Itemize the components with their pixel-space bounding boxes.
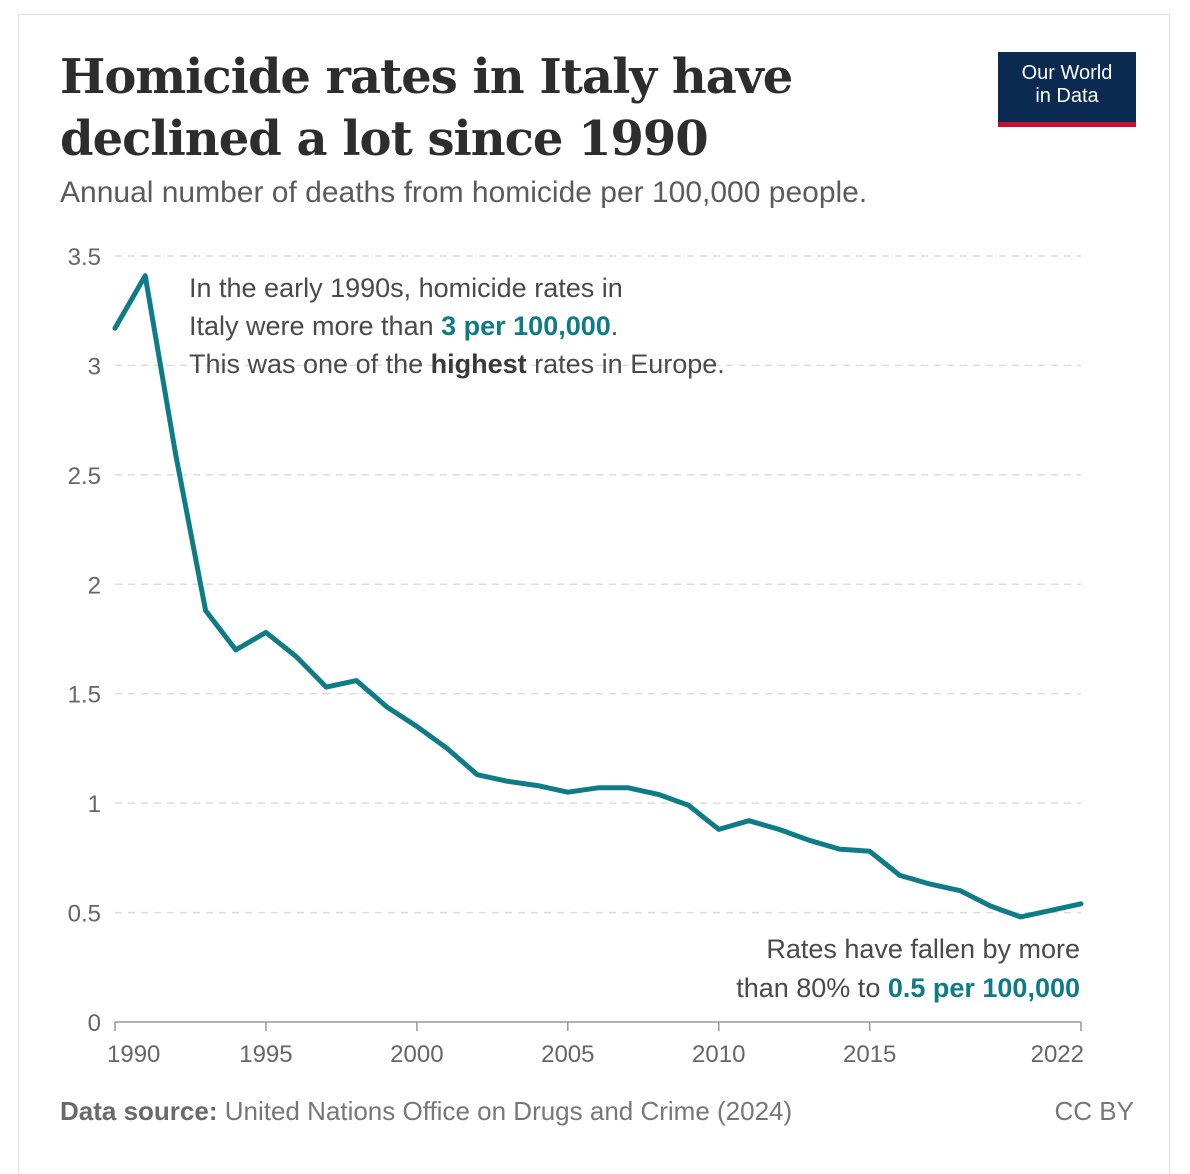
annotation-top-line-3-text: This was one of the <box>189 349 431 379</box>
y-tick-label: 3.5 <box>68 244 101 271</box>
chart-title: Homicide rates in Italy have declined a … <box>60 49 793 167</box>
annotation-top-line-3-end: rates in Europe. <box>527 349 725 379</box>
y-tick-label: 0 <box>88 1010 101 1037</box>
annotation-top-line-1-text: In the early 1990s, homicide rates in <box>189 273 623 303</box>
owid-logo[interactable]: Our World in Data <box>998 52 1136 127</box>
annotation-bottom-line-1: Rates have fallen by more <box>766 934 1080 964</box>
annotation-bottom-highlight: 0.5 per 100,000 <box>888 973 1080 1003</box>
x-tick-label: 2000 <box>390 1041 443 1068</box>
series-line-italy[interactable] <box>112 273 1084 920</box>
x-tick-label: 1990 <box>107 1041 160 1068</box>
annotation-top-bold: highest <box>431 349 527 379</box>
annotation-bottom-line-2-text: than 80% to <box>736 973 888 1003</box>
x-tick-label: 2010 <box>692 1041 745 1068</box>
y-tick-label: 3 <box>88 353 101 380</box>
annotation-top-line-3: This was one of the highest rates in Eur… <box>189 349 725 379</box>
y-tick-label: 1 <box>88 791 101 818</box>
x-tick-label: 2005 <box>541 1041 594 1068</box>
data-source-text[interactable]: United Nations Office on Drugs and Crime… <box>217 1096 793 1126</box>
x-tick-label: 1995 <box>239 1041 292 1068</box>
data-source-label: Data source: <box>60 1096 218 1126</box>
chart-card <box>18 14 1170 1174</box>
annotation-bottom-line-2: than 80% to 0.5 per 100,000 <box>736 973 1080 1003</box>
annotation-bottom-line-1-text: Rates have fallen by more <box>766 934 1080 964</box>
data-source: Data source: United Nations Office on Dr… <box>60 1096 792 1127</box>
chart-subtitle: Annual number of deaths from homicide pe… <box>60 176 868 209</box>
annotation-top-highlight: 3 per 100,000 <box>441 311 611 341</box>
logo-line-1: Our World <box>1021 62 1113 84</box>
y-tick-label: 0.5 <box>68 901 101 928</box>
logo-line-2: in Data <box>1035 85 1099 107</box>
x-tick-label: 2022 <box>1031 1041 1084 1068</box>
license-label[interactable]: CC BY <box>1054 1096 1134 1126</box>
y-tick-label: 1.5 <box>68 682 101 709</box>
annotation-top-line-2: Italy were more than 3 per 100,000. <box>189 311 618 341</box>
annotation-top-line-2-text: Italy were more than <box>189 311 441 341</box>
y-tick-label: 2 <box>88 572 101 599</box>
annotation-top-line-1: In the early 1990s, homicide rates in <box>189 273 623 303</box>
x-axis-ticks: 1990 1995 2000 2005 2010 2015 2022 <box>107 1022 1084 1068</box>
annotation-top-line-2-end: . <box>611 311 619 341</box>
y-tick-label: 2.5 <box>68 463 101 490</box>
x-tick-label: 2015 <box>843 1041 896 1068</box>
y-axis-ticks: 0 0.5 1 1.5 2 2.5 3 3.5 <box>68 244 101 1037</box>
gridlines <box>115 255 1081 914</box>
